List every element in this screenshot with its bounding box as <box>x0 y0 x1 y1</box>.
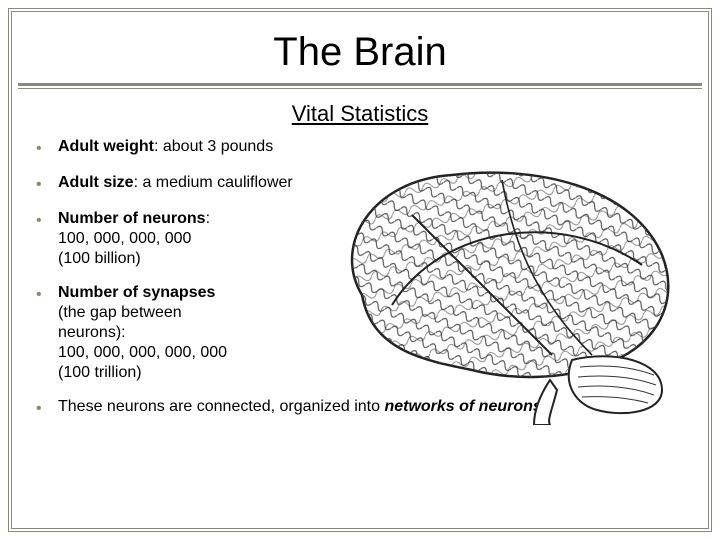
slide-subtitle: Vital Statistics <box>18 95 702 137</box>
bullet-dot-icon: • <box>36 283 58 383</box>
bullet-text: Adult size: a medium cauliflower <box>58 173 293 195</box>
bullet-dot-icon: • <box>36 137 58 159</box>
bullet-text: Number of synapses(the gap betweenneuron… <box>58 283 227 383</box>
slide-title: The Brain <box>18 18 702 85</box>
title-divider: The Brain <box>18 18 702 89</box>
bullet-dot-icon: • <box>36 397 58 419</box>
bullet-text: Adult weight: about 3 pounds <box>58 137 273 159</box>
brain-image <box>302 155 692 425</box>
bullet-text: Number of neurons:100, 000, 000, 000(100… <box>58 209 210 269</box>
slide-content: •Adult weight: about 3 pounds•Adult size… <box>18 137 702 419</box>
bullet-dot-icon: • <box>36 209 58 269</box>
slide: The Brain Vital Statistics •Adult weight… <box>18 18 702 522</box>
bullet-dot-icon: • <box>36 173 58 195</box>
